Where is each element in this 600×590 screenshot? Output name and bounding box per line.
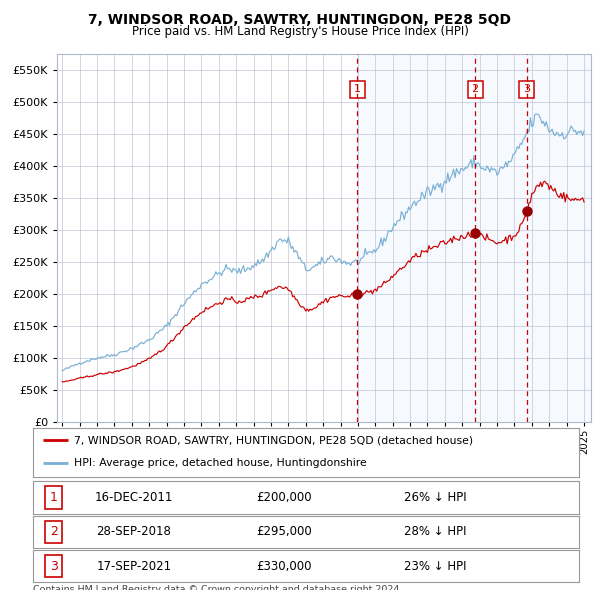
Text: Contains HM Land Registry data © Crown copyright and database right 2024.: Contains HM Land Registry data © Crown c… (33, 585, 403, 590)
Text: 26% ↓ HPI: 26% ↓ HPI (404, 491, 467, 504)
Text: 3: 3 (523, 84, 530, 94)
Text: 17-SEP-2021: 17-SEP-2021 (97, 559, 172, 573)
Bar (357, 54, 600, 422)
Text: 1: 1 (354, 84, 361, 94)
Text: 16-DEC-2011: 16-DEC-2011 (95, 491, 173, 504)
Text: HPI: Average price, detached house, Huntingdonshire: HPI: Average price, detached house, Hunt… (74, 458, 367, 468)
Text: 2: 2 (50, 525, 58, 539)
Text: 23% ↓ HPI: 23% ↓ HPI (404, 559, 467, 573)
Text: £330,000: £330,000 (256, 559, 312, 573)
Text: £295,000: £295,000 (256, 525, 312, 539)
Text: 7, WINDSOR ROAD, SAWTRY, HUNTINGDON, PE28 5QD: 7, WINDSOR ROAD, SAWTRY, HUNTINGDON, PE2… (89, 13, 511, 27)
Text: 1: 1 (50, 491, 58, 504)
Text: 7, WINDSOR ROAD, SAWTRY, HUNTINGDON, PE28 5QD (detached house): 7, WINDSOR ROAD, SAWTRY, HUNTINGDON, PE2… (74, 435, 473, 445)
Text: £200,000: £200,000 (256, 491, 312, 504)
Text: 28-SEP-2018: 28-SEP-2018 (97, 525, 172, 539)
Text: 2: 2 (472, 84, 479, 94)
Text: 3: 3 (50, 559, 58, 573)
Text: 28% ↓ HPI: 28% ↓ HPI (404, 525, 467, 539)
Text: Price paid vs. HM Land Registry's House Price Index (HPI): Price paid vs. HM Land Registry's House … (131, 25, 469, 38)
